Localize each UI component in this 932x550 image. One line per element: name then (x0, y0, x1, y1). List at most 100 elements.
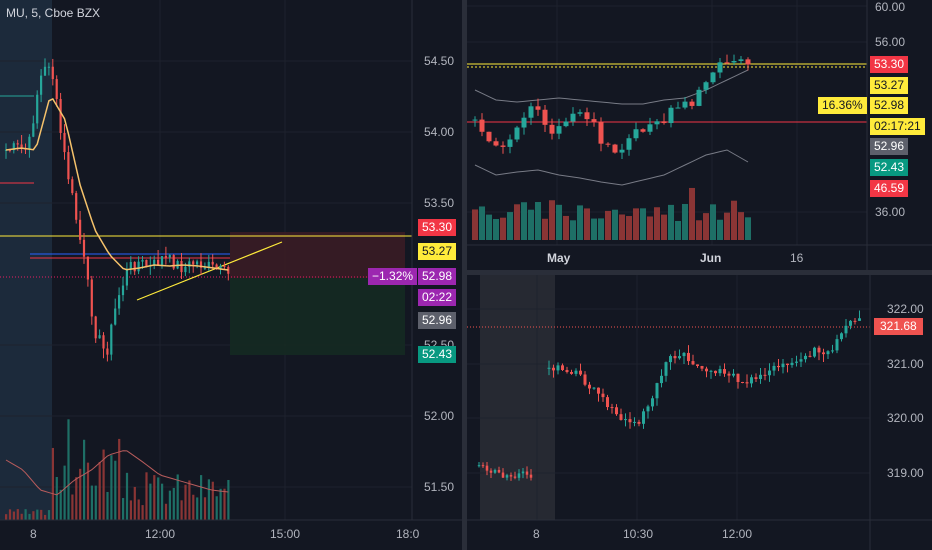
candle-body (612, 144, 618, 153)
volume-bar (149, 483, 152, 520)
candle-body (732, 373, 735, 376)
price-axis-label: 54.50 (424, 54, 455, 68)
candle-body (114, 308, 117, 325)
candle-body (687, 352, 690, 362)
volume-bar (161, 483, 164, 520)
candle-body (700, 366, 704, 369)
candle-body (110, 324, 113, 355)
candle-body (651, 398, 654, 407)
volume-bar (188, 480, 191, 520)
candle-body (668, 107, 674, 124)
time-axis-label: 12:00 (722, 527, 753, 541)
candle-body (601, 393, 605, 398)
volume-bar (153, 475, 156, 520)
candle-body (808, 355, 812, 357)
candle-body (675, 107, 681, 109)
volume-bar (114, 460, 117, 520)
candle-body (646, 406, 650, 412)
candle-body (660, 375, 663, 384)
candle-body (82, 239, 86, 257)
candle-body (786, 363, 789, 366)
bottom-right-chart-canvas[interactable] (467, 275, 932, 550)
left-chart-pane[interactable]: MU, 5, Cboe BZX 54.50 54.00 53.50 52.50 … (0, 0, 462, 550)
time-axis-label: 8 (533, 527, 540, 541)
volume-bar (47, 510, 51, 520)
volume-bar (486, 214, 492, 240)
volume-bar (633, 208, 639, 240)
top-right-chart-canvas[interactable] (467, 0, 932, 270)
volume-bar (661, 214, 667, 240)
take-profit-zone[interactable] (230, 278, 405, 355)
volume-bar (106, 491, 109, 520)
volume-bar (16, 509, 19, 520)
volume-bar (8, 509, 12, 520)
candle-body (826, 351, 830, 355)
volume-bar (717, 219, 723, 240)
candle-body (472, 119, 478, 121)
candle-body (579, 370, 582, 375)
volume-bar (44, 514, 47, 520)
volume-bar (584, 208, 590, 240)
candle-body (500, 145, 506, 147)
candle-body (591, 119, 597, 122)
candle-body (731, 60, 737, 63)
volume-bar (192, 494, 195, 520)
top-right-chart-pane[interactable]: 60.00 56.00 36.00 53.30 53.27 16.36% 52.… (467, 0, 932, 270)
volume-bar (168, 490, 171, 520)
candle-body (67, 152, 70, 180)
volume-bar (145, 472, 148, 520)
candle-body (673, 356, 677, 359)
volume-bar (40, 509, 43, 520)
bottom-right-candles (477, 310, 861, 481)
candle-body (615, 407, 618, 415)
volume-bar (59, 489, 62, 520)
candle-body (561, 365, 564, 371)
candle-body (168, 255, 171, 258)
yellow-price-tag: 53.27 (870, 77, 909, 94)
candle-body (529, 474, 533, 478)
candle-body (717, 62, 723, 73)
vertical-pane-divider[interactable] (462, 0, 467, 550)
candle-body (835, 339, 839, 351)
bottom-right-chart-pane[interactable]: 322.00 321.00 320.00 319.00 321.68 8 10:… (467, 275, 932, 550)
candle-body (55, 79, 58, 99)
price-axis-label: 322.00 (887, 302, 924, 316)
time-axis-label: 12:00 (145, 527, 176, 541)
candle-body (51, 66, 54, 80)
candle-body (628, 419, 632, 423)
candle-body (542, 109, 548, 125)
candle-body (795, 361, 798, 363)
candle-body (853, 320, 857, 322)
candle-body (570, 372, 573, 374)
candle-body (605, 143, 611, 145)
candle-body (588, 384, 591, 389)
candle-body (738, 59, 744, 61)
trend-line[interactable] (136, 241, 283, 301)
volume-bar (12, 511, 15, 520)
left-candles (4, 58, 230, 362)
horizontal-pane-divider[interactable] (467, 270, 932, 275)
candle-body (90, 279, 93, 317)
candle-body (831, 350, 834, 352)
candle-body (637, 421, 641, 424)
volume-bar (98, 461, 101, 520)
candle-body (552, 367, 555, 371)
candle-body (63, 132, 66, 153)
candle-body (489, 470, 493, 473)
symbol-title[interactable]: MU, 5, Cboe BZX (6, 6, 101, 20)
candle-body (597, 387, 600, 394)
volume-bar (110, 455, 113, 520)
candle-body (59, 98, 62, 133)
volume-bar (472, 209, 478, 240)
candle-body (172, 255, 175, 269)
candle-body (705, 368, 708, 372)
candle-body (718, 369, 722, 374)
volume-bar (203, 497, 207, 520)
premarket-shading (480, 275, 555, 520)
volume-bar (122, 498, 125, 520)
candle-body (32, 123, 35, 137)
volume-bar (577, 205, 583, 240)
volume-bar (176, 474, 179, 520)
volume-bar (83, 439, 86, 520)
candle-body (125, 268, 128, 286)
